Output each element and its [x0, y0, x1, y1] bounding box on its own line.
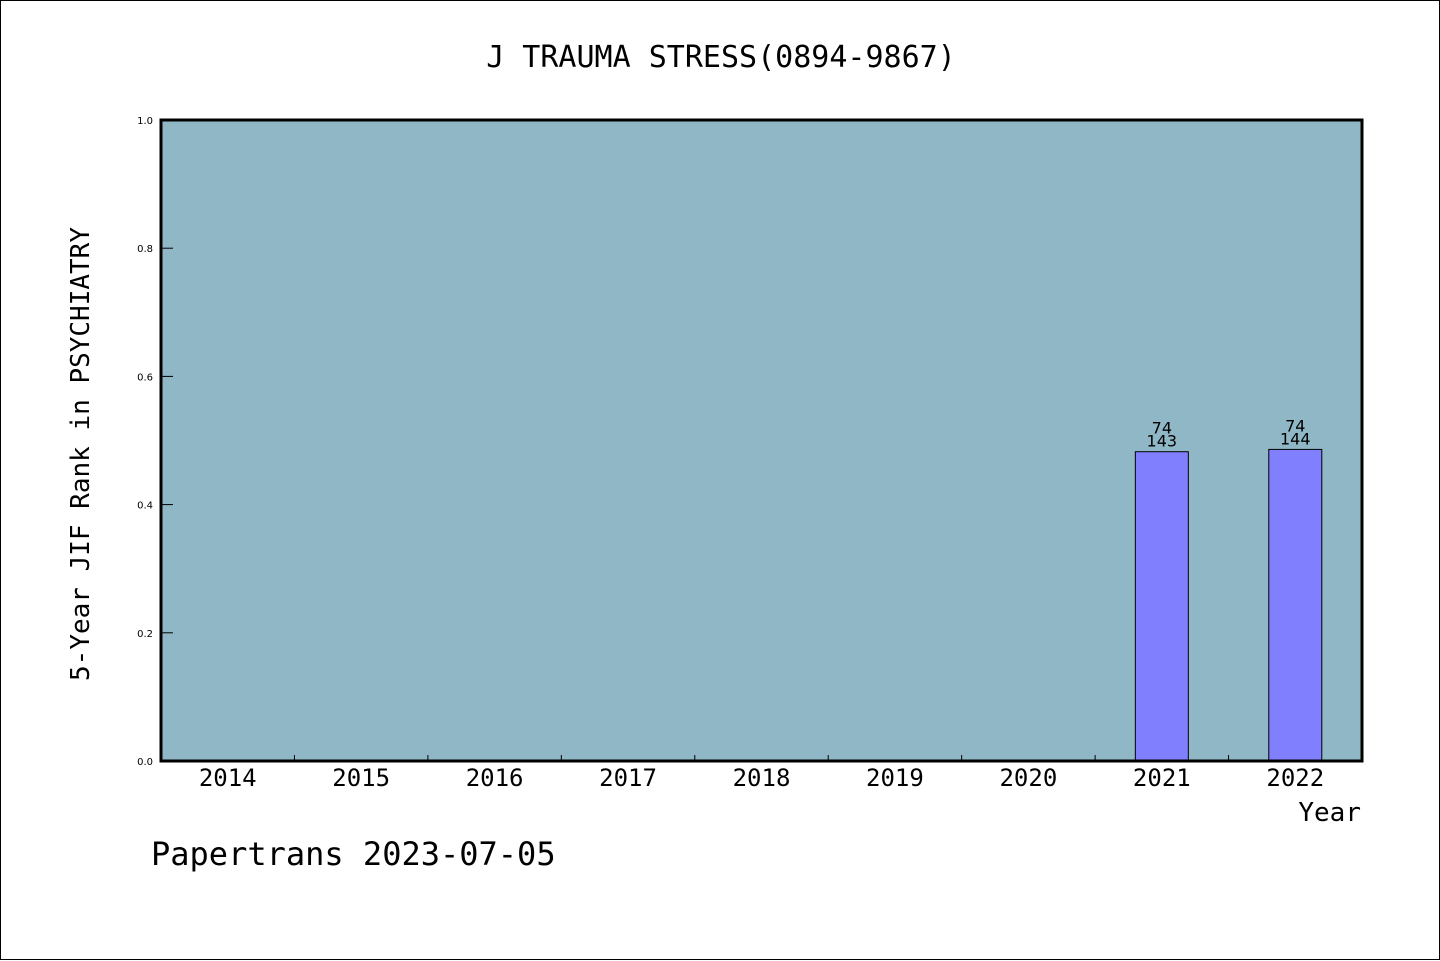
bar-label-total-2021: 143: [1147, 432, 1178, 451]
x-tick-label-2020: 2020: [999, 764, 1057, 792]
plot-border: [159, 118, 1364, 763]
bar-2021: [1134, 451, 1189, 762]
bars-group: [1134, 448, 1323, 762]
y-tick-label-0.0: 0.0: [137, 757, 153, 768]
x-axis-tick-labels: 2014 2015 2016 2017 2018 2019 2020 2021 2022: [199, 764, 1324, 792]
y-axis-label: 5-Year JIF Rank in PSYCHIATRY: [66, 227, 96, 681]
y-axis-tick-labels: 0.0 0.2 0.4 0.6 0.8 1.0: [137, 116, 153, 768]
bar-label-rank-2021: 74: [1152, 419, 1172, 438]
x-tick-label-2016: 2016: [466, 764, 524, 792]
bar-label-rank-2022: 74: [1285, 416, 1305, 435]
y-tick-label-0.4: 0.4: [137, 501, 153, 512]
y-tick-label-1.0: 1.0: [137, 116, 153, 127]
x-tick-label-2014: 2014: [199, 764, 257, 792]
x-tick-label-2018: 2018: [733, 764, 791, 792]
y-tick-label-0.8: 0.8: [137, 244, 153, 255]
x-axis-label: Year: [1298, 798, 1361, 828]
y-tick-label-0.2: 0.2: [137, 629, 153, 640]
x-tick-label-2021: 2021: [1133, 764, 1191, 792]
y-tick-label-0.6: 0.6: [137, 372, 153, 383]
footer-text: Papertrans 2023-07-05: [151, 835, 556, 873]
x-tick-label-2015: 2015: [332, 764, 390, 792]
x-tick-label-2022: 2022: [1266, 764, 1324, 792]
bar-label-total-2022: 144: [1280, 429, 1311, 448]
chart-title: J TRAUMA STRESS(0894-9867): [486, 40, 956, 75]
x-tick-label-2017: 2017: [599, 764, 657, 792]
x-tick-label-2019: 2019: [866, 764, 924, 792]
bar-2022: [1268, 448, 1323, 762]
